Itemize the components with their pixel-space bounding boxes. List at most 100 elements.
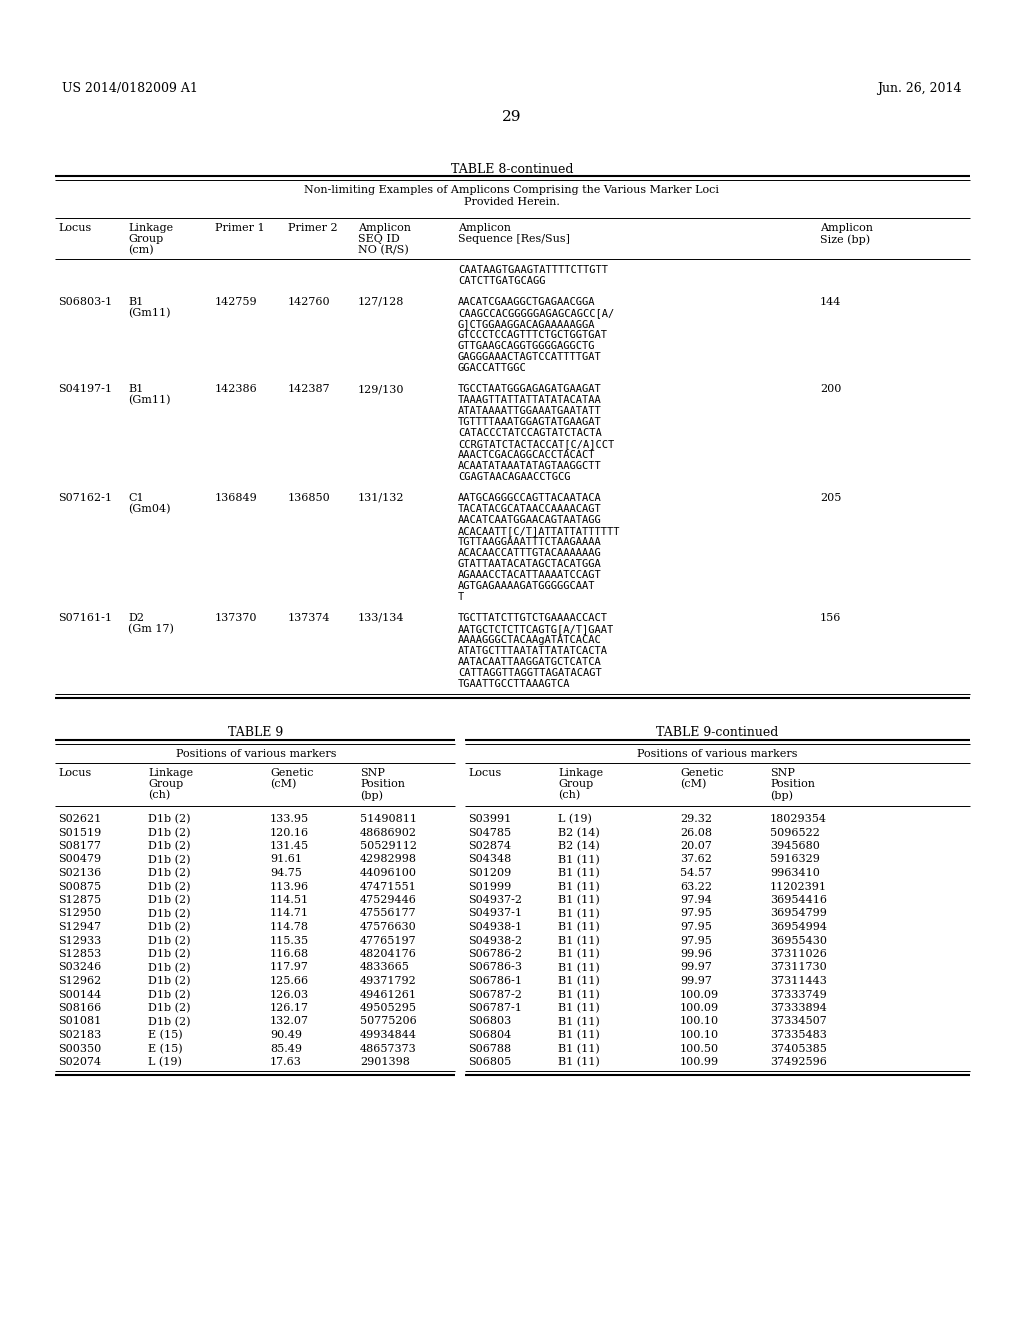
- Text: D1b (2): D1b (2): [148, 949, 190, 960]
- Text: CAAGCCACGGGGGAGAGCAGCC[A/: CAAGCCACGGGGGAGAGCAGCC[A/: [458, 308, 614, 318]
- Text: 126.17: 126.17: [270, 1003, 309, 1012]
- Text: 44096100: 44096100: [360, 869, 417, 878]
- Text: B1: B1: [128, 384, 143, 393]
- Text: Non-limiting Examples of Amplicons Comprising the Various Marker Loci
Provided H: Non-limiting Examples of Amplicons Compr…: [304, 185, 720, 207]
- Text: 42982998: 42982998: [360, 854, 417, 865]
- Text: Amplicon: Amplicon: [820, 223, 873, 234]
- Text: 37311026: 37311026: [770, 949, 826, 960]
- Text: S07161-1: S07161-1: [58, 612, 112, 623]
- Text: S02621: S02621: [58, 814, 101, 824]
- Text: S12950: S12950: [58, 908, 101, 919]
- Text: Jun. 26, 2014: Jun. 26, 2014: [878, 82, 962, 95]
- Text: 114.51: 114.51: [270, 895, 309, 906]
- Text: 136850: 136850: [288, 492, 331, 503]
- Text: 37333894: 37333894: [770, 1003, 826, 1012]
- Text: 97.94: 97.94: [680, 895, 712, 906]
- Text: 99.96: 99.96: [680, 949, 712, 960]
- Text: D1b (2): D1b (2): [148, 1003, 190, 1014]
- Text: S04938-1: S04938-1: [468, 921, 522, 932]
- Text: 100.09: 100.09: [680, 1003, 719, 1012]
- Text: 36954799: 36954799: [770, 908, 826, 919]
- Text: 129/130: 129/130: [358, 384, 404, 393]
- Text: 47529446: 47529446: [360, 895, 417, 906]
- Text: 113.96: 113.96: [270, 882, 309, 891]
- Text: G]CTGGAAGGACAGAAAAAGGA: G]CTGGAAGGACAGAAAAAGGA: [458, 319, 596, 329]
- Text: 3945680: 3945680: [770, 841, 820, 851]
- Text: S06803-1: S06803-1: [58, 297, 112, 308]
- Text: Size (bp): Size (bp): [820, 234, 870, 244]
- Text: S00479: S00479: [58, 854, 101, 865]
- Text: AGTGAGAAAAGATGGGGGCAAT: AGTGAGAAAAGATGGGGGCAAT: [458, 581, 596, 591]
- Text: B1 (11): B1 (11): [558, 908, 600, 919]
- Text: AACATCGAAGGCTGAGAACGGA: AACATCGAAGGCTGAGAACGGA: [458, 297, 596, 308]
- Text: S00350: S00350: [58, 1044, 101, 1053]
- Text: S01081: S01081: [58, 1016, 101, 1027]
- Text: S12853: S12853: [58, 949, 101, 960]
- Text: C1: C1: [128, 492, 143, 503]
- Text: Locus: Locus: [58, 223, 91, 234]
- Text: 54.57: 54.57: [680, 869, 712, 878]
- Text: S12947: S12947: [58, 921, 101, 932]
- Text: ACAATATAAATATAGTAAGGCTT: ACAATATAAATATAGTAAGGCTT: [458, 461, 602, 471]
- Text: 49371792: 49371792: [360, 975, 417, 986]
- Text: S12962: S12962: [58, 975, 101, 986]
- Text: 137370: 137370: [215, 612, 257, 623]
- Text: GAGGGAAACTAGTCCATTTTGAT: GAGGGAAACTAGTCCATTTTGAT: [458, 352, 602, 362]
- Text: 49934844: 49934844: [360, 1030, 417, 1040]
- Text: CATTAGGTTAGGTTAGATACAGT: CATTAGGTTAGGTTAGATACAGT: [458, 668, 602, 678]
- Text: 142387: 142387: [288, 384, 331, 393]
- Text: 26.08: 26.08: [680, 828, 712, 837]
- Text: L (19): L (19): [558, 814, 592, 824]
- Text: Amplicon: Amplicon: [458, 223, 511, 234]
- Text: 36954994: 36954994: [770, 921, 827, 932]
- Text: 2901398: 2901398: [360, 1057, 410, 1067]
- Text: 142386: 142386: [215, 384, 258, 393]
- Text: (ch): (ch): [148, 789, 170, 800]
- Text: 120.16: 120.16: [270, 828, 309, 837]
- Text: 37492596: 37492596: [770, 1057, 826, 1067]
- Text: CCRGTATCTACTACCAT[C/A]CCT: CCRGTATCTACTACCAT[C/A]CCT: [458, 440, 614, 449]
- Text: GTCCCTCCAGTTTCTGCTGGTGAT: GTCCCTCCAGTTTCTGCTGGTGAT: [458, 330, 608, 341]
- Text: 91.61: 91.61: [270, 854, 302, 865]
- Text: S07162-1: S07162-1: [58, 492, 112, 503]
- Text: 37311443: 37311443: [770, 975, 826, 986]
- Text: D2: D2: [128, 612, 144, 623]
- Text: 48686902: 48686902: [360, 828, 417, 837]
- Text: S06788: S06788: [468, 1044, 511, 1053]
- Text: B1 (11): B1 (11): [558, 1003, 600, 1014]
- Text: TACATACGCATAACCAAAACAGT: TACATACGCATAACCAAAACAGT: [458, 504, 602, 513]
- Text: L (19): L (19): [148, 1057, 182, 1068]
- Text: CAATAAGTGAAGTATTTTCTTGTT: CAATAAGTGAAGTATTTTCTTGTT: [458, 265, 608, 275]
- Text: S04785: S04785: [468, 828, 511, 837]
- Text: S04197-1: S04197-1: [58, 384, 112, 393]
- Text: SNP: SNP: [770, 768, 795, 777]
- Text: D1b (2): D1b (2): [148, 908, 190, 919]
- Text: S01999: S01999: [468, 882, 511, 891]
- Text: D1b (2): D1b (2): [148, 869, 190, 878]
- Text: 36954416: 36954416: [770, 895, 827, 906]
- Text: B1 (11): B1 (11): [558, 1057, 600, 1068]
- Text: 133.95: 133.95: [270, 814, 309, 824]
- Text: 17.63: 17.63: [270, 1057, 302, 1067]
- Text: TGCTTATCTTGTCTGAAAACCACT: TGCTTATCTTGTCTGAAAACCACT: [458, 612, 608, 623]
- Text: B1 (11): B1 (11): [558, 975, 600, 986]
- Text: ATATAAAATTGGAAATGAATATT: ATATAAAATTGGAAATGAATATT: [458, 407, 602, 416]
- Text: S00144: S00144: [58, 990, 101, 999]
- Text: S04937-2: S04937-2: [468, 895, 522, 906]
- Text: ACACAACCATTTGTACAAAAAAG: ACACAACCATTTGTACAAAAAAG: [458, 548, 602, 558]
- Text: (Gm11): (Gm11): [128, 395, 171, 405]
- Text: D1b (2): D1b (2): [148, 936, 190, 946]
- Text: E (15): E (15): [148, 1044, 182, 1053]
- Text: B1 (11): B1 (11): [558, 869, 600, 878]
- Text: S04348: S04348: [468, 854, 511, 865]
- Text: S03246: S03246: [58, 962, 101, 973]
- Text: 100.10: 100.10: [680, 1016, 719, 1027]
- Text: S08166: S08166: [58, 1003, 101, 1012]
- Text: 5916329: 5916329: [770, 854, 820, 865]
- Text: 37.62: 37.62: [680, 854, 712, 865]
- Text: B1 (11): B1 (11): [558, 962, 600, 973]
- Text: Linkage: Linkage: [148, 768, 194, 777]
- Text: 144: 144: [820, 297, 842, 308]
- Text: 37334507: 37334507: [770, 1016, 826, 1027]
- Text: B1 (11): B1 (11): [558, 854, 600, 865]
